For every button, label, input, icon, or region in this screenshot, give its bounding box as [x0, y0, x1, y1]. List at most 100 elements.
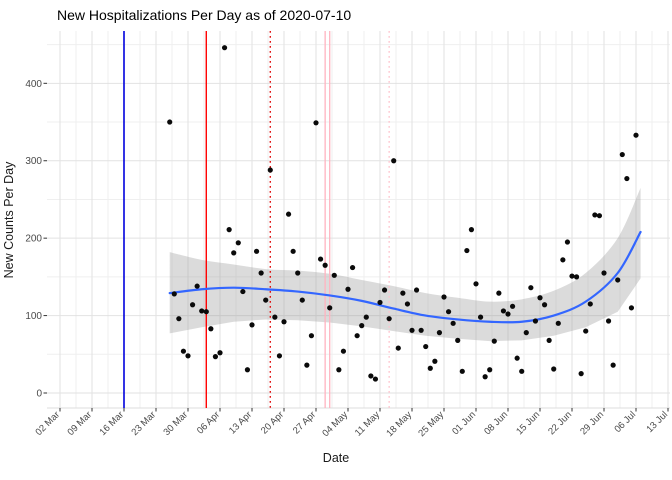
data-point: [368, 373, 374, 379]
data-point: [583, 328, 589, 334]
data-point: [327, 305, 333, 311]
data-point: [450, 320, 456, 326]
data-point: [249, 322, 255, 328]
data-point: [345, 286, 351, 292]
x-axis-title: Date: [322, 451, 350, 465]
data-point: [400, 290, 406, 296]
data-point: [308, 333, 315, 339]
data-point: [386, 316, 392, 322]
data-point: [295, 270, 301, 276]
data-point: [299, 297, 305, 303]
x-tick-label: 27 Apr: [291, 409, 318, 436]
data-point: [199, 308, 205, 314]
data-point: [235, 240, 241, 246]
data-point: [619, 151, 625, 158]
x-tick-label: 11 May: [353, 409, 382, 438]
data-point: [615, 277, 621, 283]
data-point: [482, 374, 488, 380]
data-point: [564, 239, 571, 245]
data-point: [349, 264, 356, 271]
data-point: [455, 337, 461, 343]
data-point: [258, 270, 264, 276]
data-point: [244, 367, 251, 373]
x-tick-label: 09 Mar: [65, 409, 94, 438]
data-point: [253, 248, 260, 254]
y-tick-label: 200: [25, 234, 42, 245]
data-point: [427, 365, 433, 371]
x-tick-label: 15 Jun: [514, 409, 542, 437]
data-point: [290, 248, 296, 254]
x-tick-label: 20 Apr: [259, 409, 286, 436]
x-tick-label: 04 May: [320, 409, 350, 439]
data-point: [423, 343, 429, 350]
data-point: [500, 308, 507, 314]
data-point: [313, 120, 319, 126]
data-point: [336, 367, 342, 373]
x-tick-label: 25 May: [416, 409, 446, 439]
data-point: [413, 287, 420, 293]
data-point: [532, 318, 539, 324]
data-point: [263, 297, 269, 303]
data-point: [541, 302, 548, 308]
data-point: [226, 227, 232, 233]
x-tick-label: 02 Mar: [33, 409, 62, 438]
data-point: [555, 320, 561, 326]
data-point: [322, 262, 328, 268]
data-point: [468, 227, 475, 233]
x-tick-label: 18 May: [384, 409, 414, 439]
x-tick-label: 29 Jun: [578, 409, 606, 437]
data-point: [395, 345, 401, 351]
data-point: [633, 132, 639, 138]
data-point: [180, 348, 187, 354]
data-point: [381, 287, 388, 293]
data-point: [477, 314, 484, 320]
x-tick-label: 30 Mar: [161, 409, 190, 438]
data-point: [340, 348, 347, 354]
data-point: [445, 309, 452, 315]
data-point: [560, 257, 566, 263]
x-tick-label: 08 Jun: [482, 409, 510, 437]
x-tick-label: 23 Mar: [129, 409, 158, 438]
data-point: [240, 288, 246, 295]
data-point: [363, 314, 369, 320]
data-point: [185, 353, 191, 359]
data-point: [546, 337, 552, 343]
chart-title: New Hospitalizations Per Day as of 2020-…: [57, 7, 352, 23]
data-point: [528, 285, 534, 291]
data-point: [194, 283, 200, 289]
smooth-line: [168, 230, 642, 324]
data-point: [496, 290, 502, 296]
data-point: [203, 309, 209, 315]
data-point: [189, 302, 196, 308]
y-tick-label: 400: [25, 79, 42, 90]
data-point: [331, 272, 337, 278]
data-point: [464, 247, 470, 254]
x-tick-label: 13 Jul: [644, 409, 670, 435]
data-point: [354, 333, 360, 339]
data-point: [569, 273, 575, 279]
data-point: [436, 330, 443, 336]
data-point: [514, 355, 520, 361]
x-tick-label: 13 Apr: [227, 409, 254, 436]
x-tick-label: 06 Apr: [195, 409, 222, 436]
data-point: [587, 301, 593, 307]
data-point: [377, 299, 383, 306]
data-point: [231, 250, 237, 256]
data-point: [491, 338, 497, 344]
data-point: [221, 45, 228, 51]
data-point: [505, 311, 511, 317]
data-point: [304, 362, 310, 368]
data-point: [441, 294, 447, 300]
y-tick-label: 100: [25, 311, 42, 322]
data-point: [404, 301, 411, 307]
data-point: [276, 353, 283, 359]
data-point: [578, 371, 584, 377]
confidence-band: [169, 187, 641, 342]
data-point: [272, 314, 278, 320]
data-point: [317, 256, 324, 262]
x-tick-label: 01 Jun: [450, 409, 478, 437]
data-point: [523, 330, 529, 336]
data-point: [359, 323, 365, 329]
data-point: [601, 270, 607, 276]
data-point: [592, 212, 598, 218]
